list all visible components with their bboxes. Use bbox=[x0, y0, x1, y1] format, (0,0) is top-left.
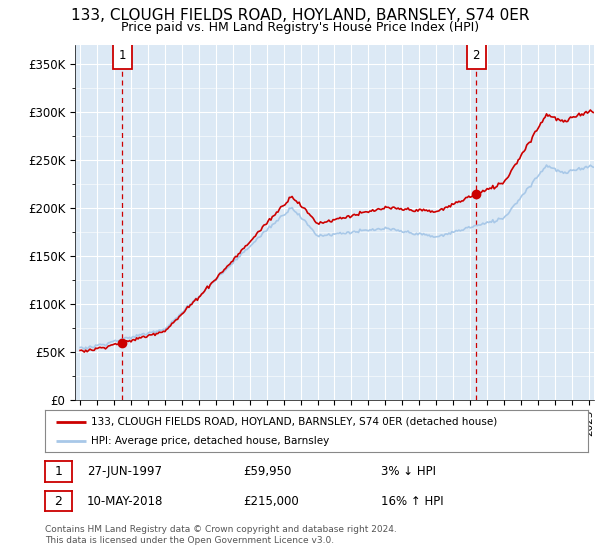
FancyBboxPatch shape bbox=[467, 42, 485, 69]
Text: HPI: Average price, detached house, Barnsley: HPI: Average price, detached house, Barn… bbox=[91, 436, 329, 446]
Text: £59,950: £59,950 bbox=[243, 465, 292, 478]
Text: 3% ↓ HPI: 3% ↓ HPI bbox=[381, 465, 436, 478]
Text: Contains HM Land Registry data © Crown copyright and database right 2024.
This d: Contains HM Land Registry data © Crown c… bbox=[45, 525, 397, 545]
Text: 2: 2 bbox=[55, 494, 62, 508]
Text: £215,000: £215,000 bbox=[243, 494, 299, 508]
Text: 27-JUN-1997: 27-JUN-1997 bbox=[87, 465, 162, 478]
Text: Price paid vs. HM Land Registry's House Price Index (HPI): Price paid vs. HM Land Registry's House … bbox=[121, 21, 479, 34]
Text: 133, CLOUGH FIELDS ROAD, HOYLAND, BARNSLEY, S74 0ER: 133, CLOUGH FIELDS ROAD, HOYLAND, BARNSL… bbox=[71, 8, 529, 24]
FancyBboxPatch shape bbox=[113, 42, 131, 69]
Text: 16% ↑ HPI: 16% ↑ HPI bbox=[381, 494, 443, 508]
Text: 1: 1 bbox=[55, 465, 62, 478]
Text: 2: 2 bbox=[473, 49, 480, 62]
Text: 10-MAY-2018: 10-MAY-2018 bbox=[87, 494, 163, 508]
Text: 133, CLOUGH FIELDS ROAD, HOYLAND, BARNSLEY, S74 0ER (detached house): 133, CLOUGH FIELDS ROAD, HOYLAND, BARNSL… bbox=[91, 417, 497, 427]
Text: 1: 1 bbox=[119, 49, 126, 62]
